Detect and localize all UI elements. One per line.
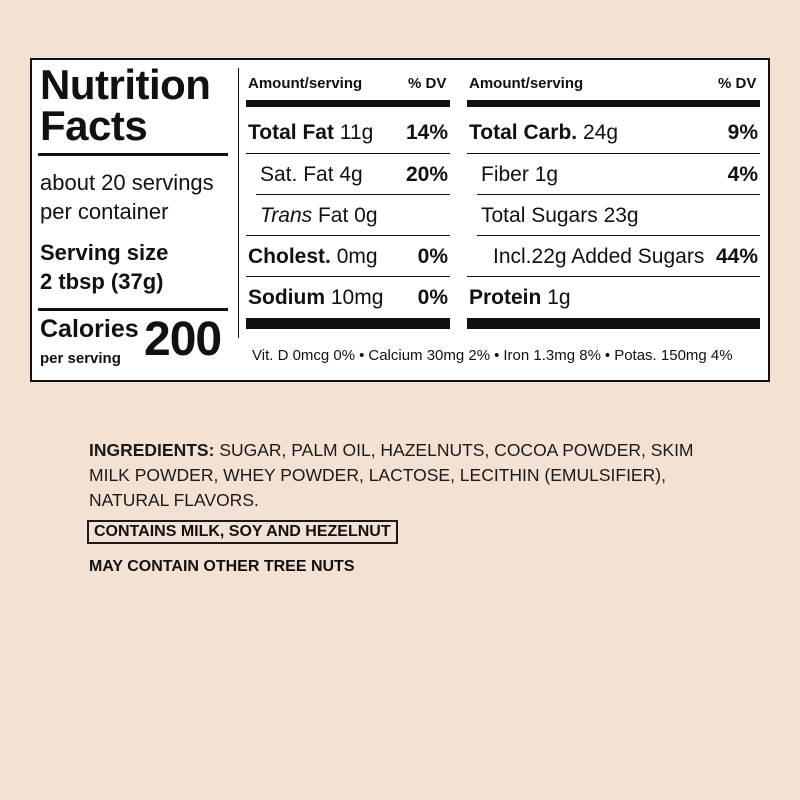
servings-per-container: about 20 servings per container: [40, 168, 214, 226]
allergen-may-contain: MAY CONTAIN OTHER TREE NUTS: [89, 558, 355, 575]
dv-added-sugars: 44%: [715, 245, 758, 268]
row-fiber: Fiber 1g: [481, 163, 559, 186]
divider: [477, 194, 760, 195]
allergen-contains-box: CONTAINS MILK, SOY AND HEZELNUT: [87, 520, 398, 544]
dv-sat-fat: 20%: [405, 163, 448, 186]
serving-size-value: 2 tbsp (37g): [40, 269, 164, 294]
header-bar-left: [246, 100, 450, 107]
calories-value: 200: [144, 313, 222, 366]
row-sodium: Sodium 10mg: [248, 286, 384, 309]
dv-total-fat: 14%: [405, 121, 448, 144]
dv-sodium: 0%: [417, 286, 448, 309]
header-bar-right: [467, 100, 760, 107]
header-dv-left: % DV: [408, 75, 447, 92]
iron: Iron 1.3mg 8%: [503, 347, 601, 364]
row-trans-fat: Trans Fat 0g: [260, 204, 378, 227]
ingredients-label: INGREDIENTS:: [89, 440, 215, 460]
dv-fiber: 4%: [727, 163, 758, 186]
footer-bar-left: [246, 318, 450, 329]
row-total-carb: Total Carb. 24g: [469, 121, 619, 144]
row-protein: Protein 1g: [469, 286, 571, 309]
ingredients-statement: INGREDIENTS: SUGAR, PALM OIL, HAZELNUTS,…: [89, 438, 729, 513]
divider: [246, 153, 450, 154]
row-total-sugars: Total Sugars 23g: [481, 204, 639, 227]
title-line-2: Facts: [40, 102, 148, 149]
panel-title: Nutrition Facts: [40, 61, 211, 149]
row-cholesterol: Cholest. 0mg: [248, 245, 378, 268]
calories-sublabel: per serving: [40, 350, 121, 367]
header-amount-left: Amount/serving: [248, 75, 363, 92]
footer-bar-right: [467, 318, 760, 329]
calcium: Calcium 30mg 2%: [368, 347, 491, 364]
bullet: •: [359, 347, 365, 364]
vitamins-minerals-line: Vit. D 0mcg 0% • Calcium 30mg 2% • Iron 1.3m…: [252, 346, 733, 366]
vitamin-d: Vit. D 0mcg 0%: [252, 347, 356, 364]
serving-size: Serving size 2 tbsp (37g): [40, 238, 168, 296]
row-added-sugars: Incl.22g Added Sugars: [493, 245, 705, 268]
divider: [467, 153, 760, 154]
divider: [256, 194, 450, 195]
title-line-1: Nutrition: [40, 61, 211, 108]
ingredients-text: SUGAR, PALM OIL, HAZELNUTS, COCOA POWDER…: [89, 440, 694, 510]
bullet: •: [494, 347, 500, 364]
divider: [477, 235, 760, 236]
column-divider: [238, 68, 239, 338]
serving-size-label: Serving size: [40, 240, 169, 265]
calories-label: Calories: [40, 315, 139, 343]
servings-line-2: per container: [40, 199, 169, 224]
divider: [246, 276, 450, 277]
header-dv-right: % DV: [718, 75, 757, 92]
title-rule: [38, 153, 228, 156]
divider: [246, 235, 450, 236]
dv-total-carb: 9%: [727, 121, 758, 144]
calories-rule: [38, 308, 228, 311]
header-amount-right: Amount/serving: [469, 75, 584, 92]
row-sat-fat: Sat. Fat 4g: [260, 163, 363, 186]
nutrition-facts-panel: Nutrition Facts about 20 servings per co…: [30, 58, 770, 382]
potassium: Potas. 150mg 4%: [614, 347, 733, 364]
servings-line-1: about 20 servings: [40, 170, 214, 195]
dv-cholesterol: 0%: [417, 245, 448, 268]
bullet: •: [604, 347, 611, 364]
row-total-fat: Total Fat 11g: [248, 121, 374, 144]
divider: [467, 276, 760, 277]
